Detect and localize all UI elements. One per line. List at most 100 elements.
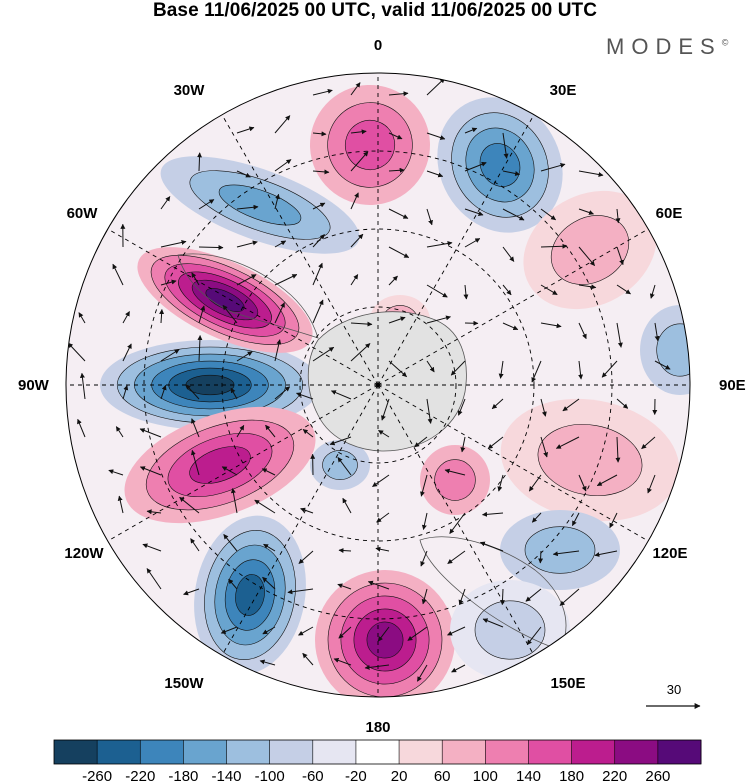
wind-arrow: [464, 127, 478, 134]
wind-arrow: [616, 398, 629, 409]
wind-arrow: [540, 243, 568, 249]
colorbar-swatch: [657, 740, 702, 764]
wind-arrow: [479, 541, 504, 552]
wind-arrow: [594, 550, 618, 557]
wind-arrow: [464, 161, 487, 172]
wind-arrow: [609, 512, 618, 529]
map-title: Base 11/06/2025 00 UTC, valid 11/06/2025…: [152, 0, 598, 21]
wind-arrow: [562, 398, 580, 412]
reference-vector-key: 30: [646, 682, 701, 709]
wind-arrow: [190, 449, 200, 476]
wind-arrow: [67, 342, 86, 362]
wind-arrow: [414, 436, 428, 448]
wind-arrow: [262, 626, 276, 635]
wind-arrow: [78, 312, 86, 324]
anomaly-field: [100, 85, 690, 697]
wind-arrow: [531, 512, 542, 523]
wind-arrow: [531, 360, 542, 383]
longitude-label-180: 180: [365, 719, 390, 736]
wind-arrow: [615, 436, 621, 463]
colorbar-frame: [53, 739, 702, 765]
wind-arrow: [367, 580, 390, 590]
wind-arrow: [649, 284, 656, 299]
wind-arrow: [262, 576, 276, 590]
colorbar-swatch: [54, 740, 98, 764]
wind-arrow: [498, 360, 504, 379]
wind-arrow: [79, 372, 86, 400]
wind-arrow: [198, 305, 206, 324]
wind-arrow: [464, 238, 481, 248]
meridian-line: [107, 384, 379, 542]
wind-arrow: [616, 322, 623, 348]
wind-arrow: [350, 343, 371, 362]
wind-arrow: [312, 234, 325, 248]
colorbar-tick-label: 100: [473, 768, 498, 783]
wind-arrow: [179, 496, 200, 514]
south-america-coast: [177, 253, 319, 339]
wind-arrow: [274, 339, 282, 362]
wind-arrow: [444, 468, 466, 476]
wind-arrow: [372, 474, 390, 488]
wind-arrow: [376, 512, 390, 523]
wind-arrow: [159, 309, 165, 324]
wind-arrow: [274, 302, 285, 324]
wind-arrow: [540, 208, 557, 221]
wind-arrow: [416, 664, 428, 682]
anomaly-contour: [479, 143, 521, 187]
wind-arrow: [350, 82, 361, 96]
wind-arrow: [198, 244, 224, 250]
wind-arrow: [458, 588, 466, 606]
wind-arrow: [601, 360, 618, 378]
wind-arrow: [381, 398, 390, 421]
wind-arrow: [449, 512, 466, 535]
map-border: [65, 72, 691, 698]
wind-arrow: [596, 474, 618, 487]
wind-arrow: [526, 626, 542, 645]
wind-arrow: [236, 204, 259, 210]
wind-arrow: [160, 349, 180, 362]
wind-arrow: [647, 474, 656, 494]
wind-arrow: [487, 436, 504, 450]
wind-arrow: [420, 550, 428, 567]
wind-arrow: [221, 466, 238, 476]
wind-arrow: [426, 398, 433, 424]
colorbar-tick-label: -220: [125, 768, 155, 783]
wind-arrow: [528, 474, 542, 492]
meridian-line: [107, 228, 379, 386]
colorbar-swatch: [355, 740, 400, 764]
wind-arrow: [578, 208, 594, 215]
wind-arrow: [540, 436, 549, 458]
wind-arrow: [388, 316, 406, 324]
meridian-line: [377, 384, 649, 542]
wind-arrow: [426, 360, 435, 373]
colorbar: -260 -220 -180 -140 -100 -60 -20 20 60 100 140 180 2…: [53, 739, 702, 783]
wind-arrow: [552, 550, 580, 557]
colorbar-tick-label: 180: [559, 768, 584, 783]
wind-arrow: [641, 436, 656, 450]
meridian-line: [377, 114, 535, 386]
wind-arrow: [388, 132, 403, 140]
wind-arrow: [265, 424, 276, 438]
wind-arrow: [274, 159, 292, 172]
meridian-line: [377, 228, 649, 386]
wind-arrow: [160, 384, 167, 400]
graticule: [66, 73, 690, 697]
colorbar-tick-label: -60: [302, 768, 324, 783]
wind-arrow: [296, 392, 314, 400]
wind-arrow: [228, 578, 238, 590]
anomaly-contour: [434, 459, 476, 501]
wind-arrow: [312, 169, 330, 175]
antarctica-land: [177, 149, 656, 651]
wind-arrow: [460, 436, 466, 453]
wind-arrow: [185, 384, 200, 400]
longitude-label-30w: 30W: [174, 82, 206, 99]
wind-arrow: [491, 398, 504, 410]
wind-arrow: [426, 77, 445, 96]
wind-arrow: [426, 315, 451, 324]
colorbar-tick-label: -180: [168, 768, 198, 783]
wind-arrow: [259, 659, 276, 666]
wind-arrow: [426, 208, 433, 226]
wind-arrow: [122, 385, 129, 400]
wind-arrow: [502, 208, 525, 221]
